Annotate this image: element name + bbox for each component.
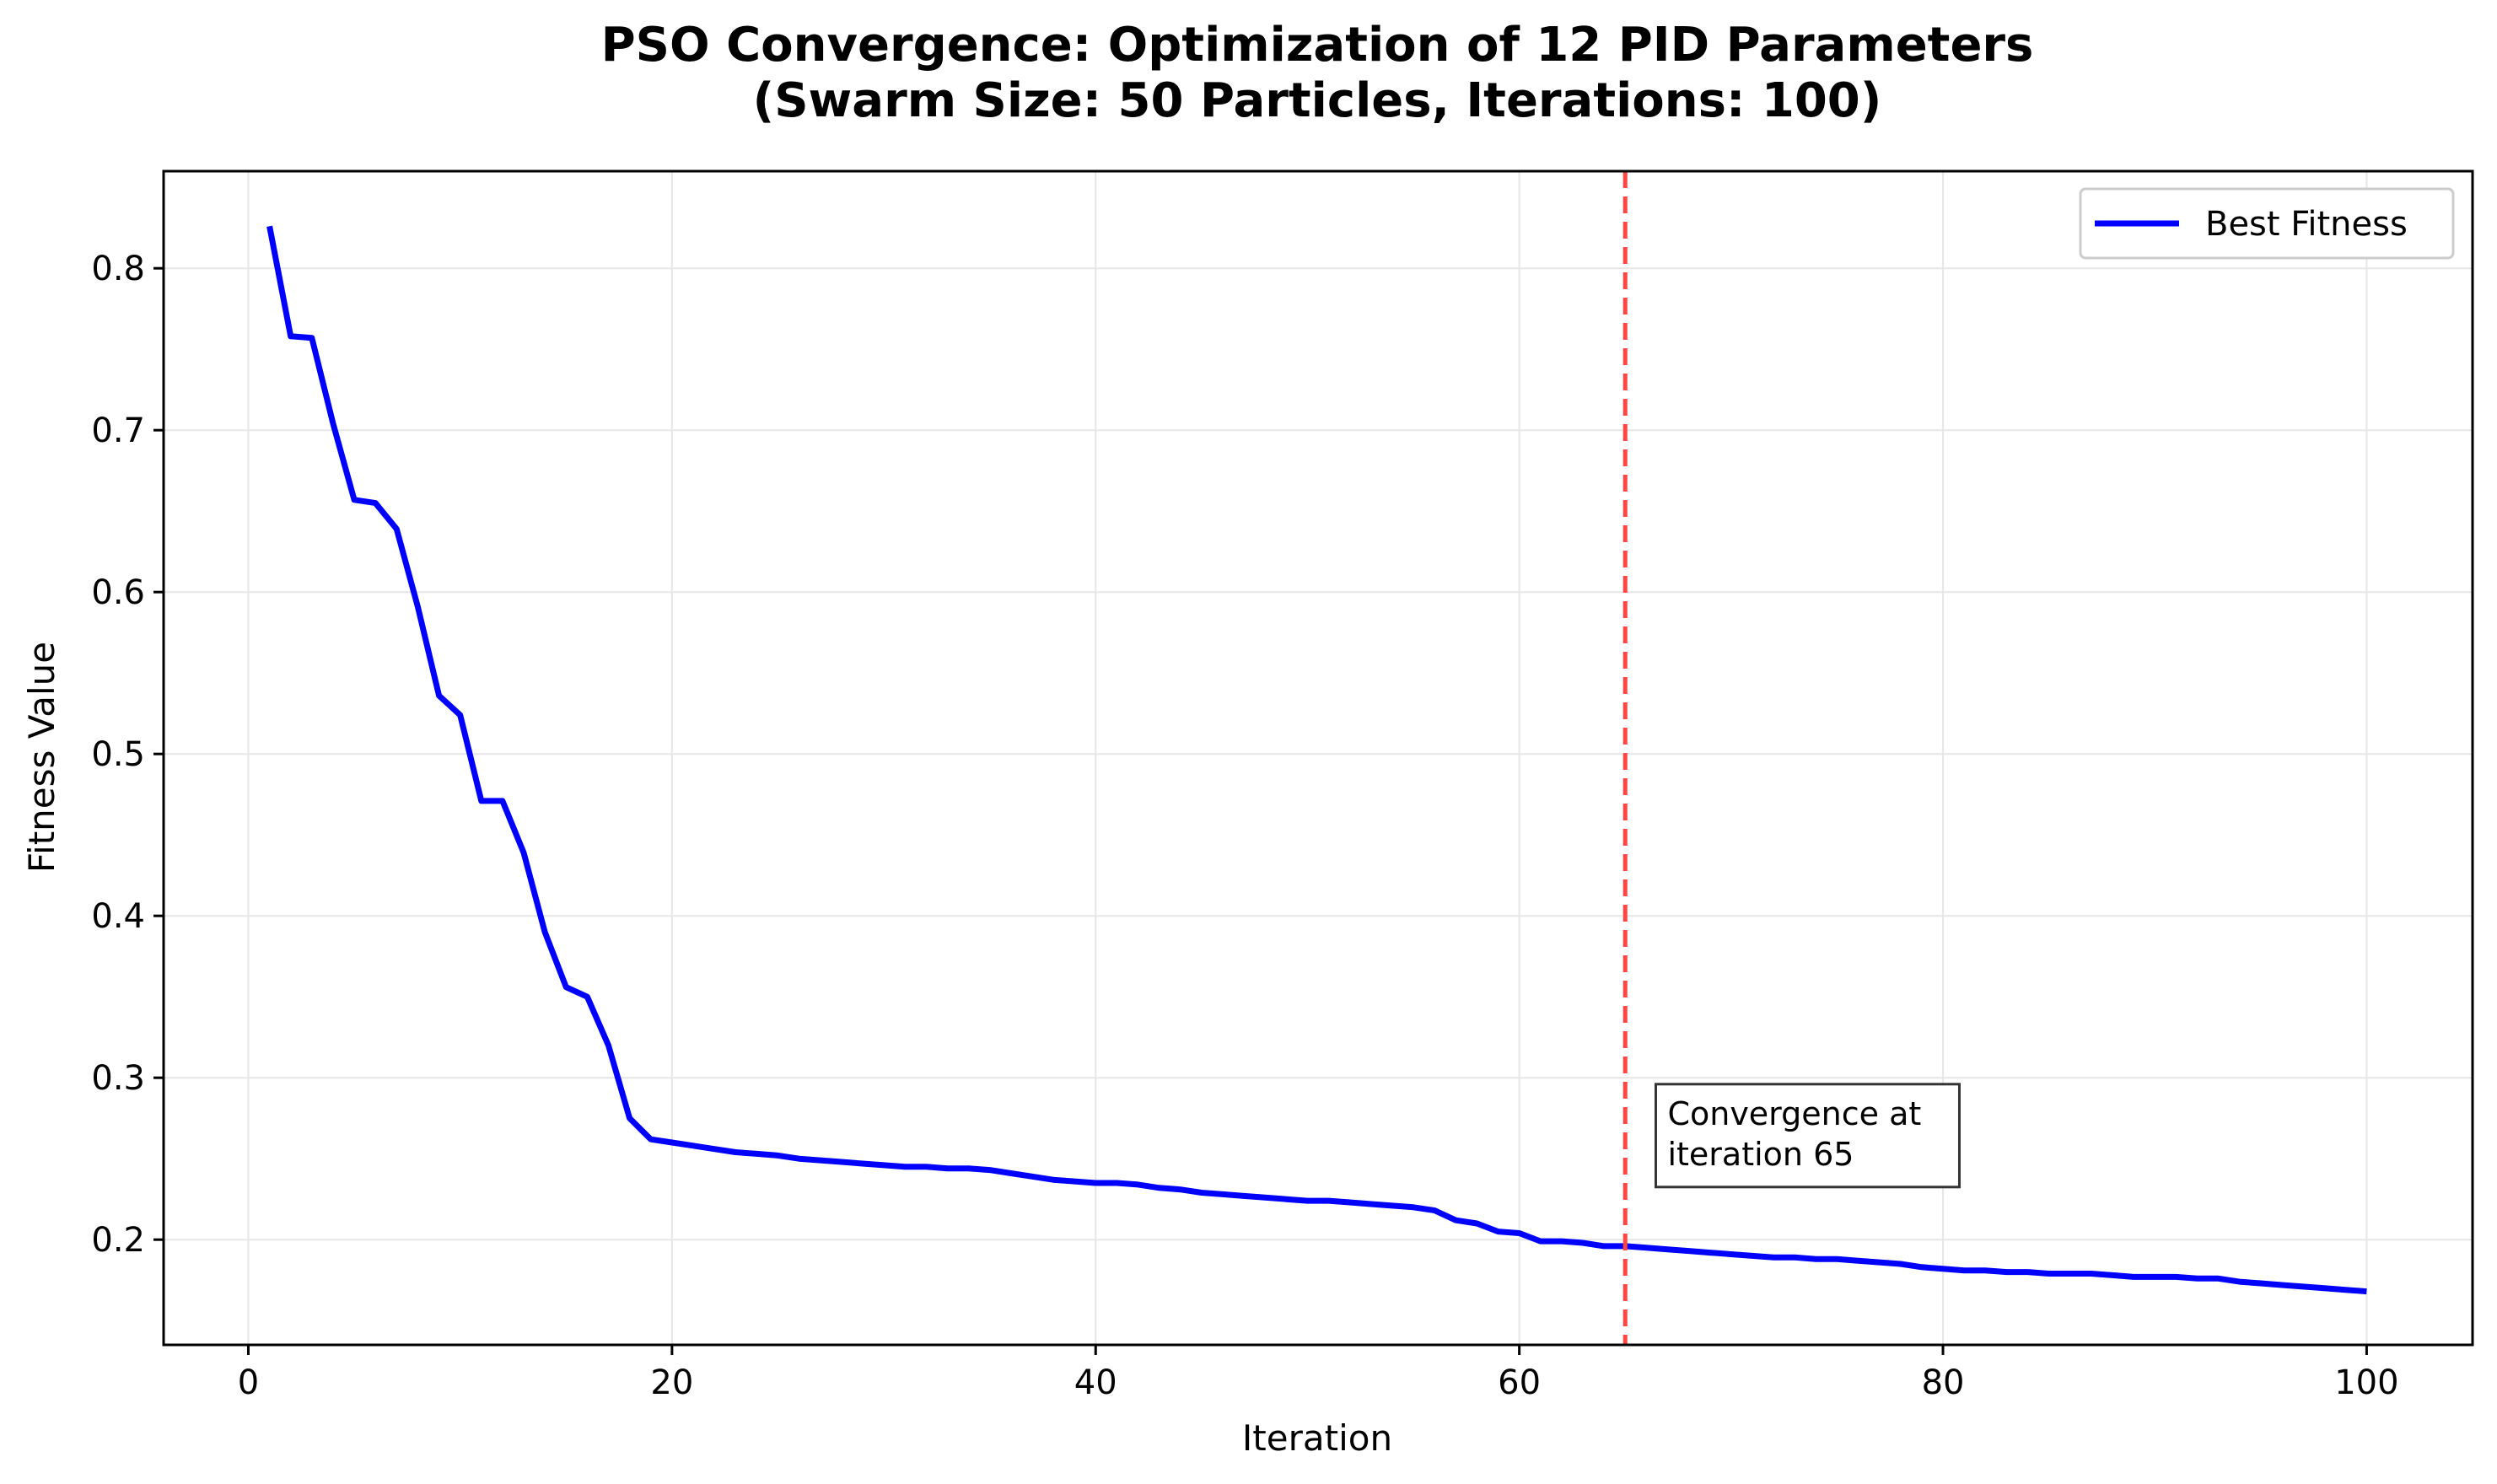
grid [164,171,2473,1345]
y-tick-label: 0.4 [91,897,145,936]
legend: Best Fitness [2079,187,2455,260]
y-tick-label: 0.6 [91,573,145,612]
convergence-annotation: Convergence at iteration 65 [1654,1083,1961,1189]
x-tick-label: 60 [1498,1363,1541,1402]
y-axis-label: Fitness Value [21,642,62,873]
annotation-box [1654,1083,1961,1189]
legend-box [2079,187,2455,260]
chart-title: PSO Convergence: Optimization of 12 PID … [601,18,2034,73]
series-layer [266,225,2367,1295]
y-tick-label: 0.3 [91,1059,145,1098]
annotation-line-1: Convergence at [1667,1095,1921,1132]
y-tick-label: 0.5 [91,735,145,774]
x-tick-label: 100 [2334,1363,2398,1402]
legend-label-best-fitness: Best Fitness [2205,205,2408,244]
y-tick-label: 0.7 [91,411,145,450]
axis-ticks: 0 20 40 60 80 100 0.2 0.3 0.4 0.5 0.6 0.7 0.8 [91,250,2398,1402]
x-tick-label: 40 [1074,1363,1117,1402]
x-axis-label: Iteration [1242,1417,1392,1459]
x-tick-label: 80 [1922,1363,1965,1402]
series-line-best-fitness [266,225,2367,1295]
x-tick-label: 20 [650,1363,693,1402]
plot-frame [162,169,2474,1347]
y-tick-label: 0.8 [91,250,145,288]
annotation-line-2: iteration 65 [1667,1136,1854,1173]
x-tick-label: 0 [238,1363,259,1402]
y-tick-label: 0.2 [91,1221,145,1260]
chart-subtitle: (Swarm Size: 50 Particles, Iterations: 1… [753,73,1882,128]
